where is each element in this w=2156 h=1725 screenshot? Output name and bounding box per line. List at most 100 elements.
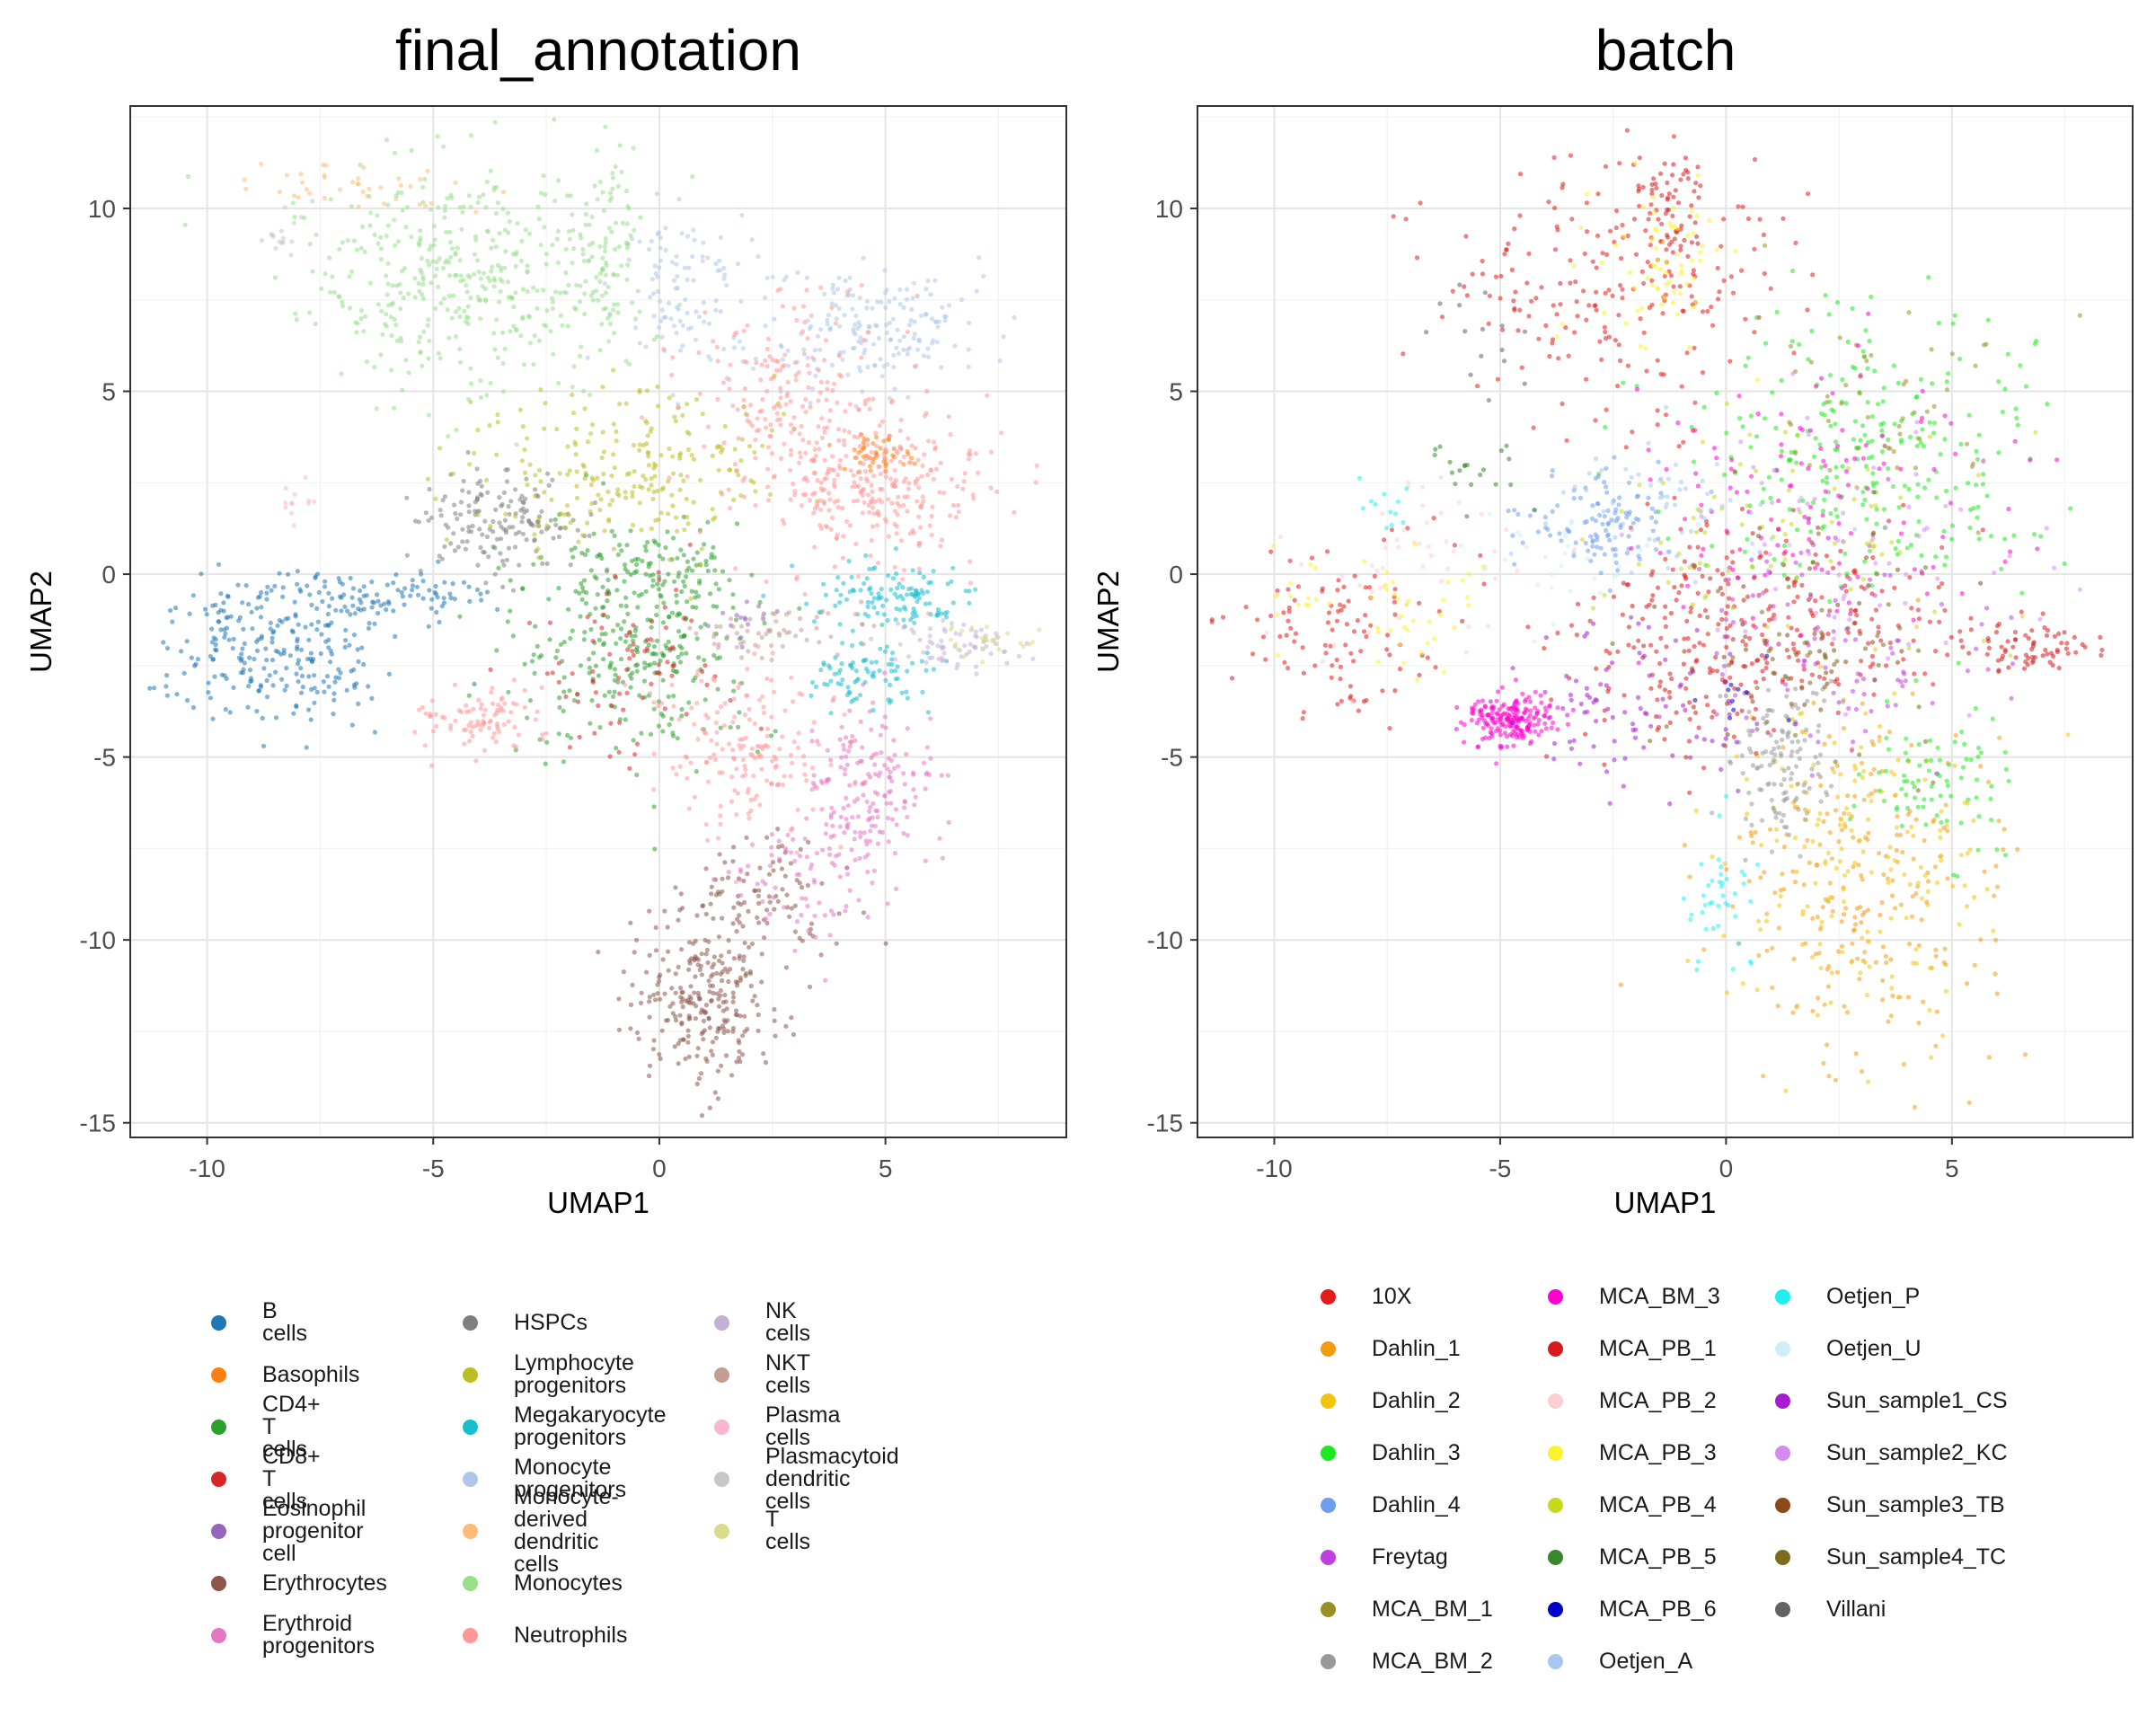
data-point: [635, 288, 641, 294]
data-point: [1909, 824, 1914, 830]
data-point: [350, 603, 356, 608]
data-point: [823, 592, 829, 597]
data-point: [1325, 620, 1330, 625]
data-point: [242, 641, 247, 647]
data-point: [642, 649, 648, 654]
data-point: [1500, 327, 1506, 332]
data-point: [448, 541, 454, 546]
data-point: [748, 402, 754, 408]
data-point: [1830, 908, 1835, 914]
data-point: [1860, 349, 1866, 354]
data-point: [737, 742, 742, 748]
data-point: [832, 484, 837, 490]
data-point: [660, 556, 666, 562]
data-point: [600, 267, 606, 272]
data-point: [609, 703, 614, 709]
data-point: [733, 617, 739, 623]
data-point: [307, 310, 313, 315]
data-point: [735, 916, 740, 922]
data-point: [1338, 677, 1343, 682]
data-point: [737, 877, 743, 882]
data-point: [1572, 330, 1577, 335]
data-point: [506, 504, 511, 509]
data-point: [554, 648, 561, 654]
data-point: [780, 357, 785, 362]
data-point: [765, 466, 771, 472]
data-point: [247, 655, 252, 660]
data-point: [1600, 251, 1605, 256]
data-point: [568, 635, 573, 641]
data-point: [465, 304, 471, 309]
data-point: [607, 651, 613, 657]
data-point: [703, 562, 709, 568]
data-point: [1890, 878, 1895, 883]
data-point: [420, 363, 425, 368]
data-point: [533, 493, 538, 499]
data-point: [343, 627, 349, 632]
data-point: [211, 657, 216, 662]
data-point: [349, 269, 355, 275]
data-point: [1949, 523, 1956, 528]
data-point: [764, 920, 770, 926]
data-point: [323, 271, 328, 277]
data-point: [1754, 987, 1760, 993]
data-point: [659, 650, 665, 656]
data-point: [420, 281, 426, 287]
data-point: [206, 690, 211, 695]
data-point: [1657, 660, 1663, 667]
data-point: [1893, 906, 1898, 911]
data-point: [513, 531, 518, 536]
data-point: [429, 515, 435, 520]
data-point: [300, 685, 305, 690]
data-point: [410, 588, 415, 593]
data-point: [867, 464, 873, 469]
data-point: [746, 811, 751, 817]
data-point: [842, 712, 847, 717]
data-point: [651, 751, 657, 756]
data-point: [639, 527, 644, 533]
data-point: [789, 429, 794, 435]
data-point: [1919, 917, 1924, 923]
data-point: [1763, 666, 1769, 671]
data-point: [475, 199, 481, 206]
data-point: [378, 352, 384, 358]
data-point: [728, 362, 733, 367]
data-point: [478, 276, 483, 281]
data-point: [1950, 321, 1956, 326]
data-point: [901, 305, 906, 310]
y-tick-label: -5: [93, 744, 116, 772]
data-point: [803, 450, 808, 456]
data-point: [815, 478, 820, 483]
data-point: [846, 558, 852, 564]
data-point: [794, 850, 800, 855]
data-point: [513, 252, 519, 257]
data-point: [1860, 701, 1865, 706]
data-point: [635, 605, 641, 610]
data-point: [467, 739, 473, 744]
data-point: [764, 632, 769, 637]
data-point: [1755, 918, 1762, 924]
data-point: [901, 831, 906, 836]
data-point: [426, 624, 431, 629]
data-point: [829, 467, 835, 473]
data-point: [599, 293, 605, 298]
data-point: [1016, 653, 1021, 659]
data-point: [227, 710, 233, 715]
data-point: [292, 491, 297, 498]
data-point: [868, 553, 873, 559]
data-point: [1901, 502, 1906, 508]
data-point: [835, 427, 842, 432]
panel-border: [129, 105, 1067, 1138]
data-point: [604, 591, 610, 597]
data-point: [1824, 475, 1830, 481]
data-point: [400, 208, 405, 213]
data-point: [1842, 1004, 1847, 1009]
data-point: [710, 983, 716, 988]
data-point: [578, 663, 584, 668]
data-point: [442, 494, 448, 500]
data-point: [731, 696, 737, 702]
data-point: [968, 641, 973, 647]
data-point: [460, 488, 465, 493]
data-point: [1662, 273, 1667, 279]
data-point: [766, 894, 773, 899]
